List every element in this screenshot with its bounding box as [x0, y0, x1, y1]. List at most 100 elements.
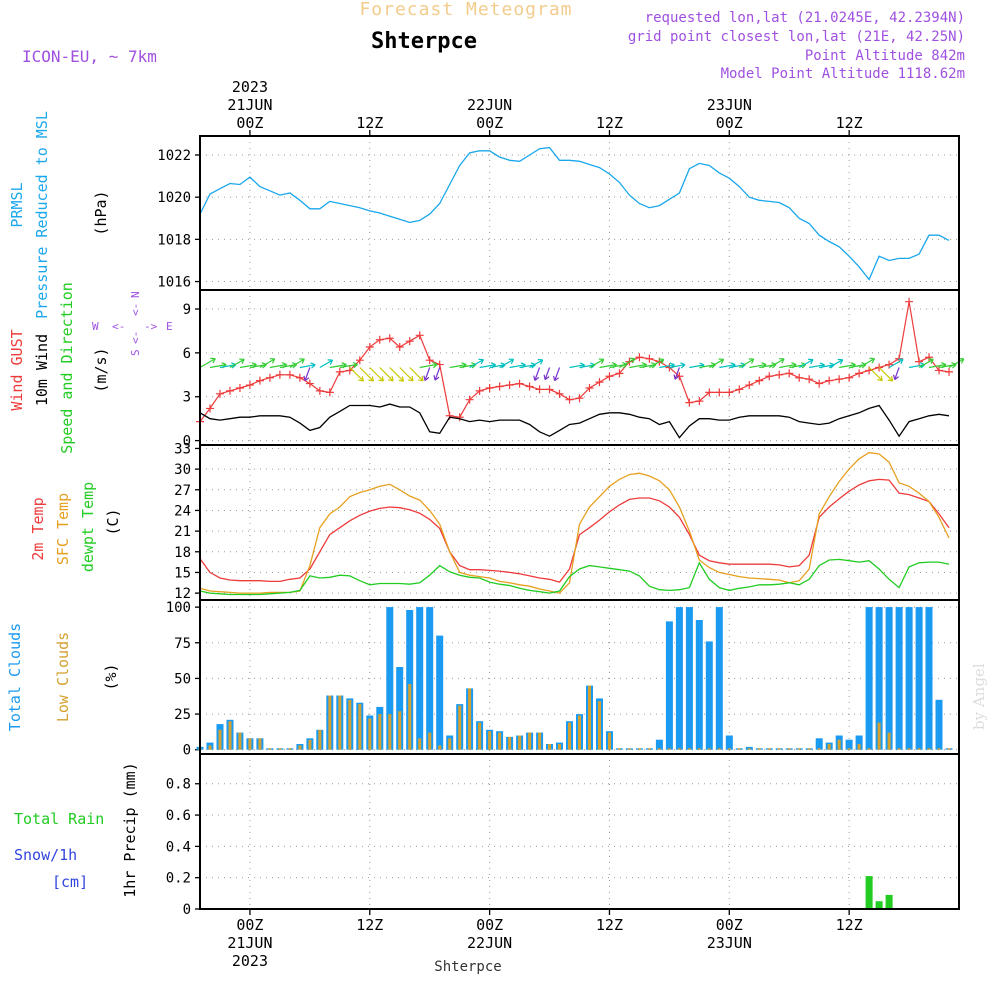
total-cloud-bar	[665, 621, 673, 750]
rain-bar	[865, 876, 873, 909]
low-cloud-bar	[627, 748, 631, 750]
compass-south: S	[129, 349, 142, 356]
total-cloud-bar	[845, 739, 853, 750]
gust-marker	[365, 343, 374, 352]
y-tick-label: 27	[174, 483, 191, 499]
gust-marker	[335, 367, 344, 376]
low-cloud-bar	[667, 748, 671, 750]
low-cloud-bar	[278, 748, 282, 750]
gust-marker	[285, 370, 294, 379]
low-cloud-bar	[927, 748, 931, 750]
gust-marker	[935, 366, 944, 375]
low-cloud-bar	[258, 738, 262, 750]
low-cloud-bar	[478, 722, 482, 750]
gust-marker	[735, 385, 744, 394]
low-cloud-bar	[687, 748, 691, 750]
gust-marker	[545, 385, 554, 394]
low-cloud-bar	[617, 748, 621, 750]
y-tick-label: 25	[174, 707, 191, 723]
y-tick-label: 15	[174, 565, 191, 581]
wind-direction-arrow	[529, 359, 544, 369]
low-cloud-bar	[757, 748, 761, 750]
gust-marker	[525, 382, 534, 391]
gust-marker	[585, 383, 594, 392]
gust-marker	[225, 386, 234, 395]
wind-direction-arrow	[589, 358, 605, 369]
total-cloud-bar	[396, 667, 404, 750]
low-cloud-bar	[657, 748, 661, 750]
wind-direction-arrow	[389, 367, 405, 382]
wind-direction-arrow	[359, 367, 374, 382]
low-cloud-bar	[458, 705, 462, 750]
model-altitude: Model Point Altitude 1118.62m	[721, 66, 965, 82]
low-cloud-bar	[767, 748, 771, 750]
low-cloud-bar	[338, 695, 342, 750]
wind-direction-arrow	[543, 367, 551, 381]
compass-west: W	[92, 320, 99, 333]
gust-marker	[755, 376, 764, 385]
y-tick-label: 50	[174, 671, 191, 687]
y-tick-label: 0	[183, 434, 191, 450]
gust-marker	[685, 398, 694, 407]
low-cloud-bar	[787, 748, 791, 750]
low-cloud-bar	[388, 714, 392, 750]
top-time-label: 22JUN	[467, 96, 512, 114]
gust-marker	[715, 388, 724, 397]
bottom-time-label: 12Z	[356, 916, 383, 934]
low-cloud-bar	[887, 732, 891, 750]
wind-unit: (m/s)	[92, 347, 110, 392]
total-cloud-bar	[895, 607, 903, 750]
gust-marker	[275, 370, 284, 379]
gust-marker	[535, 385, 544, 394]
gust-marker	[445, 411, 454, 420]
gust-marker	[235, 383, 244, 392]
wind-direction-arrow	[379, 367, 394, 382]
low-cloud-bar	[937, 748, 941, 750]
point-altitude: Point Altitude 842m	[805, 48, 965, 64]
y-tick-label: 6	[183, 346, 191, 362]
wind-direction-arrow	[798, 358, 814, 369]
total-cloud-bar	[725, 735, 733, 750]
low-cloud-bar	[378, 714, 382, 750]
wind-direction-arrow	[349, 367, 364, 382]
gust-marker	[945, 367, 954, 376]
temp-unit: (C)	[104, 508, 122, 535]
wind-direction-arrow	[409, 367, 424, 382]
wind-direction-arrow	[858, 357, 876, 369]
panel-temperature: 12 15 18 21 24 27 30 33	[174, 441, 960, 602]
clouds-unit: (%)	[102, 663, 120, 690]
gust-marker	[645, 354, 654, 363]
wind-direction-arrow	[768, 358, 785, 369]
low-cloud-bar	[777, 748, 781, 750]
gust-marker	[325, 388, 334, 397]
wind-direction-arrow	[868, 367, 883, 382]
gust-marker	[515, 379, 524, 388]
low-cloud-bar	[498, 732, 502, 750]
temp-title-2m: 2m Temp	[29, 497, 47, 560]
gust-marker	[575, 394, 584, 403]
low-cloud-bar	[647, 748, 651, 750]
y-tick-label: 0.8	[166, 777, 191, 793]
low-cloud-bar	[637, 748, 641, 750]
low-cloud-bar	[518, 735, 522, 750]
compass-shaft: ->	[144, 320, 158, 333]
bottom-time-label: 00Z	[236, 916, 263, 934]
low-cloud-bar	[368, 718, 372, 750]
wind-direction-arrow	[259, 358, 276, 369]
top-time-label: 00Z	[236, 114, 263, 132]
gust-marker	[315, 386, 324, 395]
y-axis-titles: PRMSL Pressure Reduced to MSL (hPa) Wind GU…	[6, 111, 139, 898]
low-cloud-bar	[907, 748, 911, 750]
low-cloud-bar	[428, 732, 432, 750]
gust-marker	[245, 381, 254, 390]
precip-title-rain: Total Rain	[14, 810, 104, 828]
low-cloud-bar	[877, 722, 881, 750]
gust-marker	[405, 337, 414, 346]
wind-direction-arrow	[433, 367, 441, 381]
y-tick-label: 12	[174, 586, 191, 602]
total-cloud-bar	[685, 607, 693, 750]
y-tick-label: 0	[183, 743, 191, 759]
gust-marker	[485, 383, 494, 392]
top-time-label: 00Z	[716, 114, 743, 132]
